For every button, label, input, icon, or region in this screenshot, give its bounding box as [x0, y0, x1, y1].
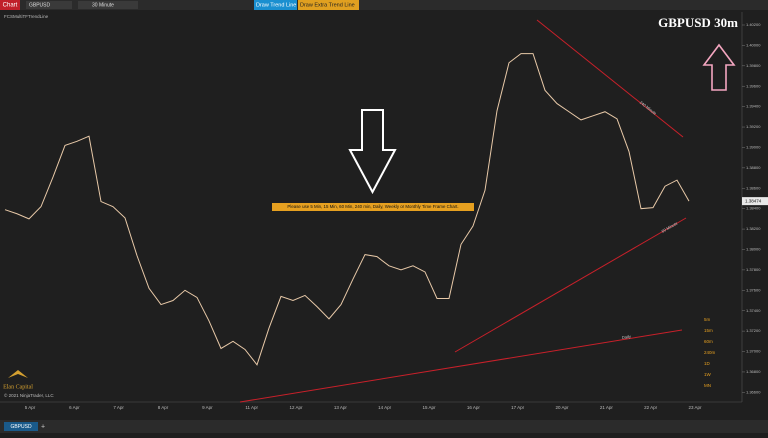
timeframe-label: 15m: [704, 328, 713, 333]
x-tick-label: 8 Apr: [158, 405, 169, 410]
up-arrow: [702, 43, 736, 91]
x-tick-label: 23 Apr: [688, 405, 702, 410]
x-tick-label: 17 Apr: [511, 405, 525, 410]
y-tick-label: 1.37400: [746, 308, 761, 313]
y-tick-label: 1.40000: [746, 42, 761, 47]
x-tick-label: 6 Apr: [69, 405, 80, 410]
draw-trend-line-button[interactable]: [254, 0, 297, 10]
timeframe-label: MN: [704, 383, 711, 388]
y-tick-label: 1.37200: [746, 328, 761, 333]
toolbar: [0, 0, 768, 10]
trend-line-label: Daily: [622, 334, 632, 340]
y-tick-label: 1.38400: [746, 206, 761, 211]
y-tick-label: 1.37000: [746, 349, 761, 354]
y-tick-label: 1.38800: [746, 165, 761, 170]
trend-line-daily[interactable]: [239, 329, 683, 403]
x-tick-label: 21 Apr: [600, 405, 614, 410]
logo: Elan Capital: [3, 384, 33, 390]
x-tick-label: 7 Apr: [113, 405, 124, 410]
y-tick-label: 1.36600: [746, 389, 761, 394]
chart-tab[interactable]: [0, 0, 20, 10]
x-tick-label: 11 Apr: [245, 405, 258, 410]
logo-icon: [8, 370, 28, 378]
tab-bar: [0, 420, 768, 433]
down-arrow: [348, 109, 397, 195]
y-tick-label: 1.39600: [746, 83, 761, 88]
y-tick-label: 1.39400: [746, 104, 761, 109]
instrument: GBPUSD: [29, 2, 51, 8]
x-tick-label: 22 Apr: [644, 405, 658, 410]
annotation-box: [272, 203, 474, 211]
last-price-label: 1.38474: [745, 198, 762, 203]
timeframe-label: 1W: [704, 372, 712, 377]
y-tick-label: 1.39800: [746, 63, 761, 68]
y-tick-label: 1.40200: [746, 22, 761, 27]
draw-extra-trend-line: Draw Extra Trend Line: [300, 2, 355, 8]
last-price-marker: [742, 197, 768, 206]
y-tick-label: 1.37800: [746, 267, 761, 272]
x-tick-label: 12 Apr: [289, 405, 303, 410]
trend-line-60[interactable]: [454, 217, 687, 353]
x-tick-label: 5 Apr: [25, 405, 36, 410]
timeframe-label: 240m: [704, 350, 716, 355]
x-tick-label: 14 Apr: [378, 405, 392, 410]
y-tick-label: 1.37600: [746, 287, 761, 292]
y-tick-label: 1.38600: [746, 185, 761, 190]
timeframe-label: 60m: [704, 339, 713, 344]
draw-extra-trend-line-button[interactable]: [298, 0, 359, 10]
interval: 30 Minute: [92, 2, 114, 8]
timeframe-label: 1D: [704, 361, 711, 366]
y-tick-label: 1.39200: [746, 124, 761, 129]
y-tick-label: 1.36800: [746, 369, 761, 374]
add-tab[interactable]: +: [41, 423, 45, 430]
y-tick-label: 1.39000: [746, 145, 761, 150]
bottom-tab[interactable]: [4, 422, 38, 431]
x-tick-label: 20 Apr: [555, 405, 569, 410]
interval-box[interactable]: [78, 1, 138, 9]
chart-title: GBPUSD 30m: [658, 15, 738, 30]
price-line: [4, 53, 690, 366]
trend-line-240[interactable]: [536, 19, 684, 138]
copyright: © 2021 NinjaTrader, LLC: [4, 392, 54, 398]
x-tick-label: 13 Apr: [334, 405, 348, 410]
chart-tab-label: Chart: [3, 3, 18, 9]
indicator-label: FCSMultiTFTrendLine: [4, 14, 49, 19]
annotation: Please use 5 Min, 15 Min, 60 Min, 240 mi…: [287, 204, 458, 209]
x-tick-label: 16 Apr: [467, 405, 481, 410]
timeframe-label: 5m: [704, 317, 711, 322]
y-tick-label: 1.38200: [746, 226, 761, 231]
bottom-tab-label: GBPUSD: [10, 424, 32, 430]
instrument-box[interactable]: [26, 1, 72, 9]
x-tick-label: 15 Apr: [422, 405, 436, 410]
y-tick-label: 1.38000: [746, 247, 761, 252]
draw-trend-line: Draw Trend Line: [256, 2, 296, 8]
x-tick-label: 9 Apr: [202, 405, 213, 410]
